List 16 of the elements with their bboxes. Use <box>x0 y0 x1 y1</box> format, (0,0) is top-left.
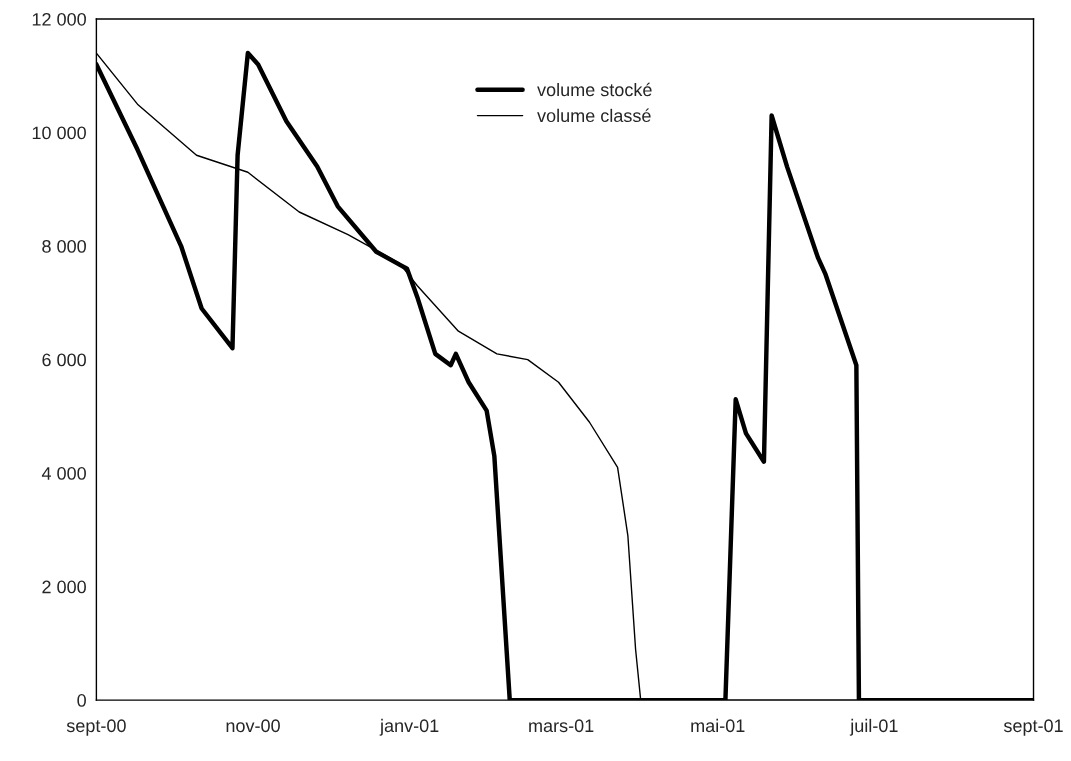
x-tick-label: juil-01 <box>849 718 898 736</box>
x-tick-label: janv-01 <box>379 718 439 736</box>
x-tick-label: nov-00 <box>226 719 280 733</box>
legend-label: volume classé <box>537 108 651 123</box>
x-tick-label: sept-01 <box>1003 719 1063 736</box>
x-tick-label: mars-01 <box>529 719 594 733</box>
y-tick-label: 8 000 <box>42 239 86 253</box>
x-tick-label: mai-01 <box>691 718 745 733</box>
x-tick-label: sept-00 <box>66 719 126 736</box>
y-tick-label: 6 000 <box>42 353 86 367</box>
y-tick-label: 2 000 <box>42 580 86 594</box>
y-tick-label: 0 <box>77 694 86 707</box>
y-tick-label: 10 000 <box>32 126 86 140</box>
y-tick-label: 4 000 <box>41 467 86 480</box>
y-tick-label: 12 000 <box>32 12 86 26</box>
legend-label: volume stocké <box>537 82 652 97</box>
